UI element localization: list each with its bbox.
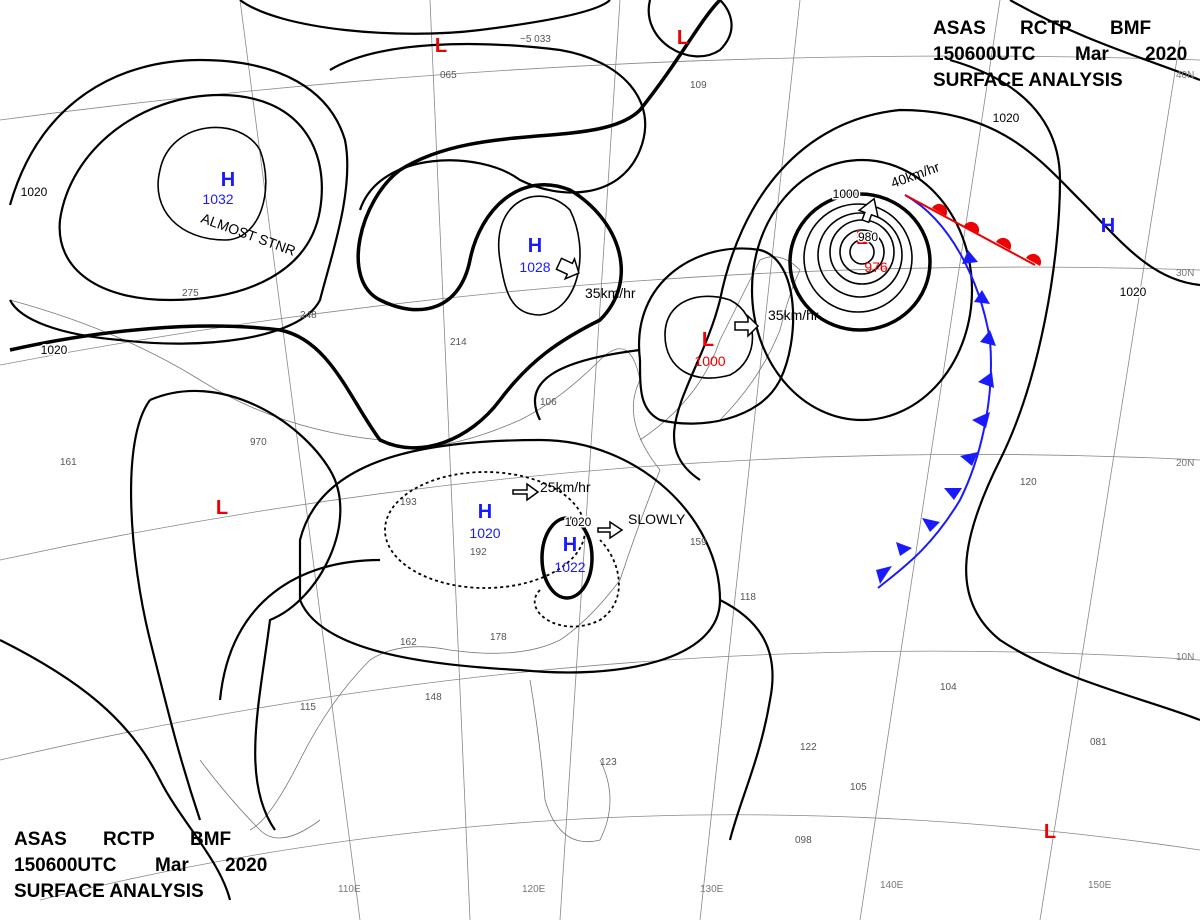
latitude-label: 20N	[1176, 458, 1194, 469]
month: Mar	[1075, 44, 1109, 65]
longitude-label: 150E	[1088, 880, 1112, 891]
latitude-label: 10N	[1176, 652, 1194, 663]
svg-text:161: 161	[60, 457, 77, 468]
year: 2020	[225, 855, 267, 876]
cold-front	[876, 194, 996, 589]
isobar-label: 1020	[21, 185, 48, 199]
header-top: ASAS RCTP BMF 150600UTC Mar 2020 SURFACE…	[933, 18, 1187, 91]
svg-text:162: 162	[400, 637, 417, 648]
office: BMF	[190, 829, 231, 850]
pressure-center: H	[563, 534, 577, 556]
motion-label: 25km/hr	[540, 479, 591, 495]
pressure-center: L	[702, 329, 714, 351]
central-pressure: 976	[864, 259, 888, 275]
central-pressure: 1032	[202, 191, 233, 207]
svg-text:109: 109	[690, 80, 707, 91]
svg-text:098: 098	[795, 835, 812, 846]
central-pressure: 1020	[469, 525, 500, 541]
svg-text:065: 065	[440, 70, 457, 81]
month: Mar	[155, 855, 189, 876]
svg-text:081: 081	[1090, 737, 1107, 748]
pressure-center: H	[221, 169, 235, 191]
time: 150600UTC	[14, 855, 117, 876]
station: RCTP	[103, 829, 155, 850]
isobar-label: 1020	[41, 343, 68, 357]
svg-text:123: 123	[600, 757, 617, 768]
agency: ASAS	[933, 18, 986, 39]
longitude-label: 120E	[522, 884, 546, 895]
station: RCTP	[1020, 18, 1072, 39]
svg-text:115: 115	[300, 702, 316, 713]
svg-text:104: 104	[940, 682, 957, 693]
pressure-center: H	[528, 235, 542, 257]
motion-label: SLOWLY	[628, 511, 686, 527]
svg-text:192: 192	[470, 547, 487, 558]
title: SURFACE ANALYSIS	[933, 70, 1123, 91]
svg-text:214: 214	[450, 337, 467, 348]
warm-front	[904, 194, 1042, 266]
isobar-label: 980	[858, 230, 878, 244]
svg-text:970: 970	[250, 437, 267, 448]
svg-text:122: 122	[800, 742, 817, 753]
isobar-label: 1020	[1120, 285, 1147, 299]
svg-text:193: 193	[400, 497, 417, 508]
svg-text:−5 033: −5 033	[520, 34, 551, 45]
svg-text:248: 248	[300, 310, 317, 321]
svg-text:178: 178	[490, 632, 507, 643]
isobar-label: 1020	[993, 111, 1020, 125]
longitude-label: 140E	[880, 880, 904, 891]
svg-text:120: 120	[1020, 477, 1037, 488]
motion-arrows	[512, 197, 880, 540]
pressure-center: H	[478, 501, 492, 523]
svg-text:148: 148	[425, 692, 442, 703]
time: 150600UTC	[933, 44, 1036, 65]
pressure-center: H	[1101, 215, 1115, 237]
station-texts: −5 033 065 109 275 248 214 106 970 161 193 192 1…	[60, 34, 1107, 846]
isobars	[0, 0, 1200, 901]
svg-text:105: 105	[850, 782, 867, 793]
longitude-label: 110E	[338, 884, 361, 895]
header-bottom: ASAS RCTP BMF 150600UTC Mar 2020 SURFACE…	[14, 829, 267, 902]
isobar-label: 1000	[833, 187, 860, 201]
central-pressure: 1028	[519, 259, 550, 275]
pressure-center: L	[1044, 821, 1056, 843]
central-pressure: 1000	[694, 353, 725, 369]
pressure-center: L	[677, 27, 689, 49]
svg-text:159: 159	[690, 537, 707, 548]
office: BMF	[1110, 18, 1151, 39]
pressure-center: L	[856, 227, 868, 249]
motion-label: 35km/hr	[585, 285, 636, 301]
latitude-label: 30N	[1176, 268, 1194, 279]
svg-text:118: 118	[740, 592, 756, 603]
latitude-label: 40N	[1176, 70, 1194, 81]
svg-text:275: 275	[182, 288, 199, 299]
central-pressure: 1022	[554, 559, 585, 575]
pressure-center: L	[435, 35, 447, 57]
pressure-center: L	[216, 497, 228, 519]
longitude-label: 130E	[700, 884, 724, 895]
isobar-label: 1020	[565, 515, 592, 529]
motion-label: 35km/hr	[768, 307, 819, 323]
svg-text:106: 106	[540, 397, 557, 408]
title: SURFACE ANALYSIS	[14, 881, 204, 902]
year: 2020	[1145, 44, 1187, 65]
agency: ASAS	[14, 829, 67, 850]
